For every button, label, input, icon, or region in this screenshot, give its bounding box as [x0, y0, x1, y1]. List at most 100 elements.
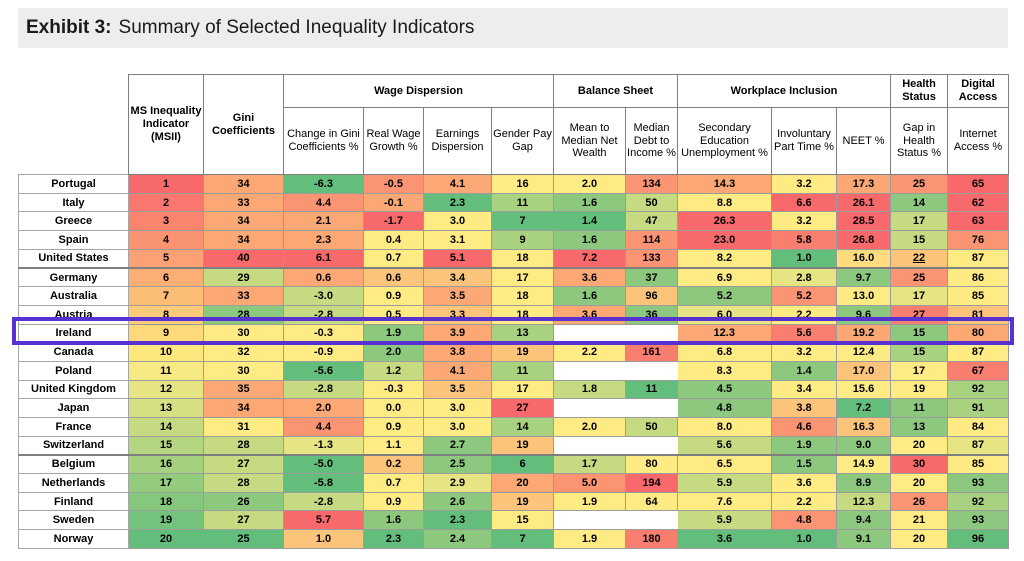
heatmap-cell: 85: [947, 454, 1009, 474]
heatmap-cell: 5.7: [283, 510, 364, 531]
table-corner: [19, 75, 129, 175]
heatmap-cell: 15: [890, 323, 948, 344]
heatmap-cell: 5.8: [771, 230, 837, 250]
heatmap-cell: 6.1: [283, 248, 364, 269]
heatmap-cell: 67: [947, 360, 1009, 381]
heatmap-cell: 1.6: [553, 192, 626, 213]
heatmap-cell: -3.0: [283, 286, 364, 306]
heatmap-cell: 2.0: [553, 174, 626, 194]
heatmap-cell: 17: [890, 360, 948, 381]
heatmap-cell: 17: [890, 286, 948, 306]
table-row-germany: Germany 6 29 0.6 0.6 3.4 17 3.6 37 6.9 2.8 9.7 25 86: [18, 267, 1009, 288]
heatmap-cell: 6.9: [677, 267, 772, 288]
row-label-country: Greece: [18, 211, 129, 232]
heatmap-cell: 33: [203, 192, 284, 213]
heatmap-cell: 7.2: [836, 398, 891, 418]
column-sub-header: Gap in Health Status %: [890, 107, 948, 175]
column-sub-header: Secondary Education Unemployment %: [677, 107, 772, 175]
heatmap-cell: 7: [491, 211, 554, 232]
heatmap-cell: 3.6: [553, 267, 626, 288]
heatmap-cell: 9.4: [836, 510, 891, 531]
heatmap-cell: 3.2: [771, 211, 837, 232]
heatmap-cell: 8.2: [677, 248, 772, 269]
column-group-header: MS Inequality Indicator (MSII): [128, 74, 204, 175]
heatmap-cell: 12.3: [836, 491, 891, 512]
heatmap-cell: 4.8: [677, 398, 772, 418]
heatmap-cell: 5.9: [677, 473, 772, 493]
heatmap-cell: 20: [491, 473, 554, 493]
heatmap-cell: 92: [947, 379, 1009, 400]
heatmap-cell: [553, 398, 626, 418]
heatmap-cell: 2.0: [553, 416, 626, 437]
heatmap-cell: 25: [890, 267, 948, 288]
heatmap-cell: 5.2: [677, 286, 772, 306]
heatmap-cell: 11: [491, 192, 554, 213]
heatmap-cell: 91: [947, 398, 1009, 418]
heatmap-cell: 18: [491, 286, 554, 306]
heatmap-cell: -0.9: [283, 342, 364, 362]
heatmap-cell: 180: [625, 529, 678, 549]
row-label-country: Sweden: [18, 510, 129, 531]
heatmap-cell: 32: [203, 342, 284, 362]
heatmap-cell: 11: [890, 398, 948, 418]
column-sub-header: Involuntary Part Time %: [771, 107, 837, 175]
heatmap-cell: 2.3: [423, 510, 492, 531]
heatmap-cell: 3.0: [423, 211, 492, 232]
heatmap-cell: 4: [128, 230, 204, 250]
heatmap-cell: 14: [128, 416, 204, 437]
exhibit-title-bar: Exhibit 3: Summary of Selected Inequalit…: [18, 8, 1008, 48]
row-label-country: Finland: [18, 491, 129, 512]
heatmap-cell: 63: [947, 211, 1009, 232]
exhibit-title-text: Summary of Selected Inequality Indicator…: [118, 17, 475, 38]
heatmap-cell: 17: [128, 473, 204, 493]
table-row-japan: Japan 13 34 2.0 0.0 3.0 27 4.8 3.8 7.2 11 91: [18, 398, 1009, 418]
table-row-greece: Greece 3 34 2.1 -1.7 3.0 7 1.4 47 26.3 3.2 28.5 17 63: [18, 211, 1009, 232]
heatmap-cell: -0.3: [363, 379, 424, 400]
heatmap-cell: 93: [947, 510, 1009, 531]
table-row-canada: Canada 10 32 -0.9 2.0 3.8 19 2.2 161 6.8 3.2 12.4 15…: [18, 342, 1009, 362]
heatmap-cell: 0.2: [363, 454, 424, 474]
heatmap-cell: 2.3: [423, 192, 492, 213]
heatmap-cell: [625, 510, 678, 531]
heatmap-cell: 17: [491, 267, 554, 288]
heatmap-cell: 1: [128, 174, 204, 194]
heatmap-cell: 5: [128, 248, 204, 269]
row-label-country: Portugal: [18, 174, 129, 194]
heatmap-cell: -1.3: [283, 435, 364, 456]
heatmap-cell: 2.6: [423, 491, 492, 512]
heatmap-cell: 62: [947, 192, 1009, 213]
heatmap-cell: 15: [491, 510, 554, 531]
heatmap-cell: 50: [625, 416, 678, 437]
column-group-header: Balance Sheet: [553, 74, 678, 108]
heatmap-cell: 3.0: [423, 416, 492, 437]
heatmap-cell: 15.6: [836, 379, 891, 400]
heatmap-cell: 34: [203, 398, 284, 418]
table-row-italy: Italy 2 33 4.4 -0.1 2.3 11 1.6 50 8.8 6.6 26.1 14 62: [18, 192, 1009, 213]
table-row-belgium: Belgium 16 27 -5.0 0.2 2.5 6 1.7 80 6.5 1.5 14.9 30 8…: [18, 454, 1009, 474]
heatmap-cell: 25: [203, 529, 284, 549]
heatmap-cell: 1.9: [771, 435, 837, 456]
heatmap-cell: 1.9: [553, 491, 626, 512]
heatmap-cell: 4.8: [771, 510, 837, 531]
heatmap-cell: 0.9: [363, 416, 424, 437]
heatmap-cell: 1.1: [363, 435, 424, 456]
heatmap-cell: 7: [491, 529, 554, 549]
heatmap-cell: 2.2: [771, 491, 837, 512]
heatmap-cell: 30: [890, 454, 948, 474]
heatmap-cell: 0.9: [363, 491, 424, 512]
heatmap-cell: 0.9: [363, 286, 424, 306]
heatmap-cell: 13: [890, 416, 948, 437]
heatmap-cell: 15: [890, 342, 948, 362]
heatmap-cell: 1.5: [771, 454, 837, 474]
column-group-header: Workplace Inclusion: [677, 74, 891, 108]
heatmap-cell: 21: [890, 510, 948, 531]
heatmap-cell: 1.9: [553, 529, 626, 549]
heatmap-cell: 134: [625, 174, 678, 194]
column-sub-header: Real Wage Growth %: [363, 107, 424, 175]
heatmap-cell: 161: [625, 342, 678, 362]
heatmap-cell: 2.7: [423, 435, 492, 456]
table-row-australia: Australia 7 33 -3.0 0.9 3.5 18 1.6 96 5.2 5.2 13.0 1…: [18, 286, 1009, 306]
row-label-country: Poland: [18, 360, 129, 381]
heatmap-cell: 2.1: [283, 211, 364, 232]
heatmap-cell: 47: [625, 211, 678, 232]
